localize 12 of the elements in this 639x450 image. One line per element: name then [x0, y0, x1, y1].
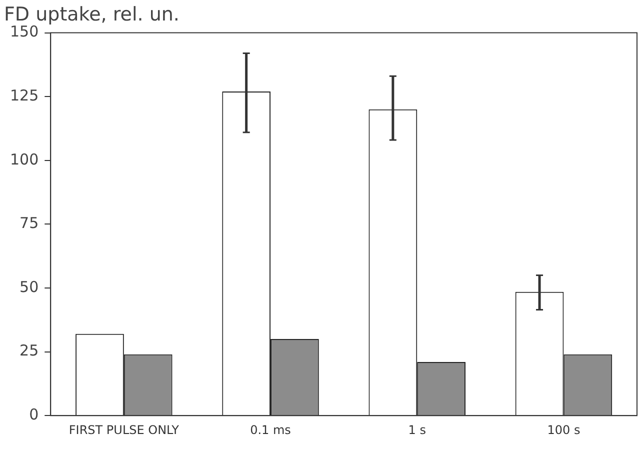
y-tick-label: 50: [20, 278, 39, 296]
x-tick-label: 1 s: [408, 422, 426, 437]
x-tick-label: 100 s: [547, 422, 580, 437]
x-tick-label: 0.1 ms: [250, 422, 291, 437]
y-tick-label: 125: [10, 86, 39, 104]
x-tick-label: FIRST PULSE ONLY: [68, 422, 180, 437]
y-tick-label: 100: [10, 150, 39, 168]
y-tick-label: 25: [20, 342, 39, 360]
y-tick-label: 150: [10, 22, 39, 41]
y-axis-title: FD uptake, rel. un.: [4, 3, 180, 26]
y-tick-label: 0: [29, 405, 39, 424]
y-tick-label: 75: [20, 214, 39, 232]
